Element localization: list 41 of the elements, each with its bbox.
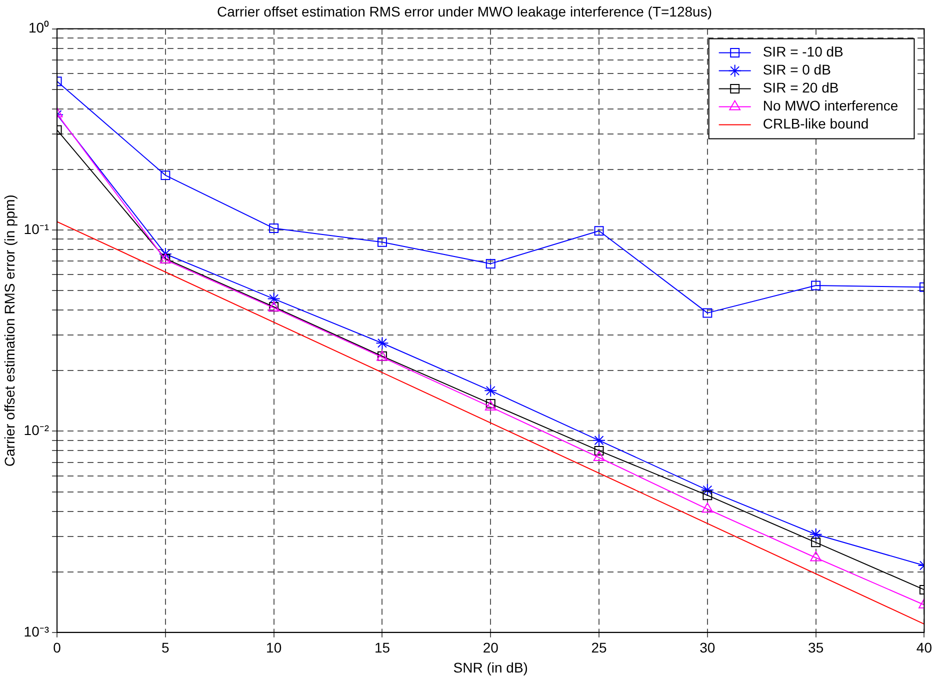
y-tick-label: 10⁻³ bbox=[24, 623, 50, 640]
point bbox=[594, 446, 604, 456]
point bbox=[811, 538, 821, 548]
point bbox=[811, 280, 821, 290]
point bbox=[486, 258, 496, 268]
legend-label: CRLB-like bound bbox=[762, 116, 869, 132]
legend-label: SIR = 0 dB bbox=[762, 62, 831, 78]
point bbox=[809, 528, 822, 541]
point bbox=[158, 247, 172, 260]
y-tick-label: 10⁰ bbox=[28, 20, 50, 36]
x-tick-label: 30 bbox=[700, 640, 716, 656]
chart-title: Carrier offset estimation RMS error under MWO leakage interference (T=128us) bbox=[217, 3, 712, 20]
y-tick-label: 10⁻¹ bbox=[24, 220, 50, 237]
point bbox=[160, 170, 170, 180]
point bbox=[484, 384, 498, 398]
point bbox=[810, 551, 822, 562]
point bbox=[267, 292, 280, 306]
x-tick-label: 40 bbox=[916, 640, 932, 656]
point bbox=[593, 451, 605, 462]
point bbox=[702, 502, 714, 513]
point bbox=[702, 490, 712, 500]
y-tick-label: 10⁻² bbox=[24, 422, 50, 438]
point bbox=[594, 226, 604, 236]
point bbox=[377, 237, 387, 247]
x-axis-title: SNR (in dB) bbox=[453, 659, 528, 676]
x-tick-label: 20 bbox=[482, 640, 499, 656]
point bbox=[702, 308, 712, 318]
point bbox=[700, 484, 714, 497]
x-tick-label: 10 bbox=[266, 640, 282, 656]
x-tick-label: 5 bbox=[162, 640, 170, 656]
point bbox=[376, 336, 389, 350]
x-tick-label: 25 bbox=[591, 640, 608, 656]
y-axis-title: Carrier offset estimation RMS error (in ppm) bbox=[1, 194, 18, 467]
x-tick-label: 0 bbox=[53, 640, 62, 656]
legend-label: No MWO interference bbox=[762, 98, 898, 114]
point bbox=[592, 434, 606, 447]
legend-label: SIR = -10 dB bbox=[762, 44, 844, 60]
legend-label: SIR = 20 dB bbox=[762, 80, 839, 96]
point bbox=[269, 224, 279, 234]
x-tick-label: 15 bbox=[374, 640, 390, 656]
x-tick-label: 35 bbox=[808, 640, 824, 656]
